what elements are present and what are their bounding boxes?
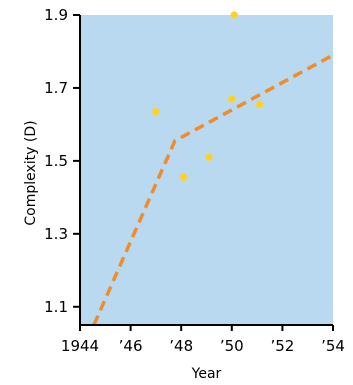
point-layer (152, 11, 264, 181)
y-tick-label: 1.5 (44, 152, 68, 170)
data-point (180, 173, 188, 181)
x-tick-label: ’48 (169, 337, 193, 355)
trend-line (92, 53, 334, 326)
x-tick-label: ’54 (321, 337, 345, 355)
x-axis-title: Year (191, 366, 222, 382)
y-tick-label: 1.9 (44, 6, 68, 24)
y-tick-label: 1.7 (44, 79, 68, 97)
axes (73, 14, 334, 331)
y-tick-label: 1.1 (44, 298, 68, 316)
x-tick-label: ’52 (270, 337, 294, 355)
data-point (256, 100, 264, 108)
x-tick-label: 1944 (61, 337, 99, 355)
trend-layer (92, 53, 334, 326)
plot-background (80, 15, 333, 325)
x-tick-label: ’50 (220, 337, 244, 355)
data-point (230, 11, 238, 19)
x-tick-label: ’46 (119, 337, 143, 355)
data-point (228, 95, 236, 103)
y-axis-title: Complexity (D) (23, 120, 39, 225)
data-point (152, 108, 160, 116)
tick-labels: 1.1 1.3 1.5 1.7 1.9 1944 ’46 ’48 ’50 ’52 ’54 (44, 6, 345, 355)
y-tick-label: 1.3 (44, 225, 68, 243)
data-point (205, 153, 213, 161)
